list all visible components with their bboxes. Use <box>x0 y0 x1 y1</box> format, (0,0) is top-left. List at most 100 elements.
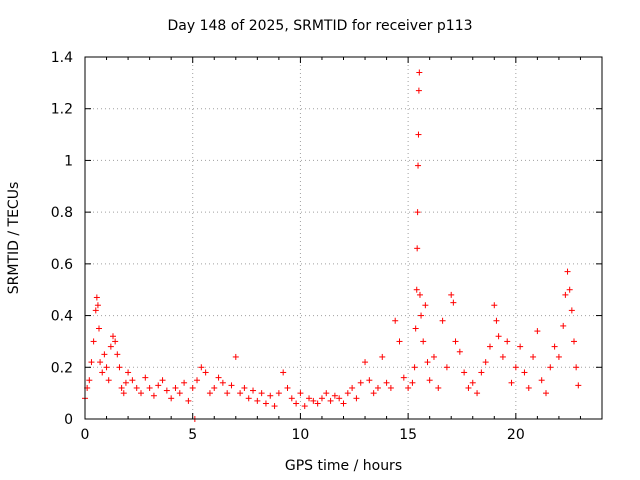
data-point <box>142 374 149 381</box>
data-point <box>491 302 498 309</box>
data-point <box>172 384 179 391</box>
data-point <box>344 390 351 397</box>
data-point <box>499 353 506 360</box>
data-point <box>418 312 425 319</box>
data-point <box>443 364 450 371</box>
data-point <box>422 302 429 309</box>
data-point <box>206 390 213 397</box>
data-point <box>439 317 446 324</box>
data-point <box>323 390 330 397</box>
data-point <box>396 338 403 345</box>
data-point <box>493 317 500 324</box>
y-tick-label: 0.2 <box>51 360 73 376</box>
y-tick-label: 0.8 <box>51 205 73 221</box>
data-point <box>301 403 308 410</box>
data-point <box>185 397 192 404</box>
data-point <box>530 353 537 360</box>
data-point <box>112 338 119 345</box>
y-tick-label: 1 <box>64 153 73 169</box>
data-point <box>573 364 580 371</box>
data-point <box>562 291 569 298</box>
data-point <box>215 374 222 381</box>
data-point <box>232 353 239 360</box>
x-tick-label: 20 <box>507 427 525 443</box>
data-point <box>150 392 157 399</box>
data-point <box>426 377 433 384</box>
y-tick-label: 0.6 <box>51 257 73 273</box>
data-point <box>566 286 573 293</box>
data-point <box>366 377 373 384</box>
data-point <box>168 395 175 402</box>
data-point <box>114 351 121 358</box>
data-point <box>405 384 412 391</box>
data-point <box>424 359 431 366</box>
data-point <box>138 390 145 397</box>
data-point <box>258 390 265 397</box>
data-point <box>525 384 532 391</box>
data-point <box>107 343 114 350</box>
data-point <box>450 299 457 306</box>
data-point <box>409 379 416 386</box>
x-tick-label: 15 <box>399 427 417 443</box>
data-point <box>93 294 100 301</box>
data-point <box>250 387 257 394</box>
data-point <box>452 338 459 345</box>
data-point <box>570 338 577 345</box>
data-point <box>110 333 117 340</box>
data-point <box>383 379 390 386</box>
grid <box>85 57 602 419</box>
data-point <box>288 395 295 402</box>
data-point <box>275 390 282 397</box>
plot-frame <box>84 56 603 420</box>
data-point <box>478 369 485 376</box>
data-point <box>297 390 304 397</box>
data-point <box>349 384 356 391</box>
data-point <box>237 390 244 397</box>
x-axis-label: GPS time / hours <box>284 458 403 474</box>
data-point <box>88 359 95 366</box>
data-point <box>219 379 226 386</box>
data-point <box>560 322 567 329</box>
data-point <box>420 338 427 345</box>
data-point <box>105 377 112 384</box>
data-point <box>92 307 99 314</box>
data-point <box>314 400 321 407</box>
data-point <box>465 384 472 391</box>
data-point <box>271 403 278 410</box>
data-point <box>94 302 101 309</box>
x-tick-label: 0 <box>81 427 90 443</box>
data-point <box>362 359 369 366</box>
data-point <box>469 379 476 386</box>
data-point <box>461 369 468 376</box>
data-point <box>267 392 274 399</box>
data-point <box>293 400 300 407</box>
data-point <box>415 162 422 169</box>
data-point <box>159 377 166 384</box>
data-point <box>568 307 575 314</box>
data-point <box>241 384 248 391</box>
data-point <box>521 369 528 376</box>
data-point <box>387 384 394 391</box>
data-point <box>90 338 97 345</box>
data-point <box>310 397 317 404</box>
data-point <box>412 325 419 332</box>
data-point <box>122 379 129 386</box>
data-point <box>474 390 481 397</box>
data-point <box>306 395 313 402</box>
data-point <box>353 395 360 402</box>
data-points <box>82 69 582 422</box>
y-tick-label: 1.4 <box>51 50 73 66</box>
data-point <box>228 382 235 389</box>
data-point <box>374 384 381 391</box>
x-tick-label: 10 <box>292 427 310 443</box>
data-point <box>198 364 205 371</box>
data-point <box>340 400 347 407</box>
data-point <box>194 377 201 384</box>
data-point <box>86 377 93 384</box>
data-point <box>96 325 103 332</box>
data-point <box>416 69 423 76</box>
chart-title: Day 148 of 2025, SRMTID for receiver p11… <box>167 18 473 34</box>
data-point <box>254 397 261 404</box>
data-point <box>555 353 562 360</box>
data-point <box>430 353 437 360</box>
